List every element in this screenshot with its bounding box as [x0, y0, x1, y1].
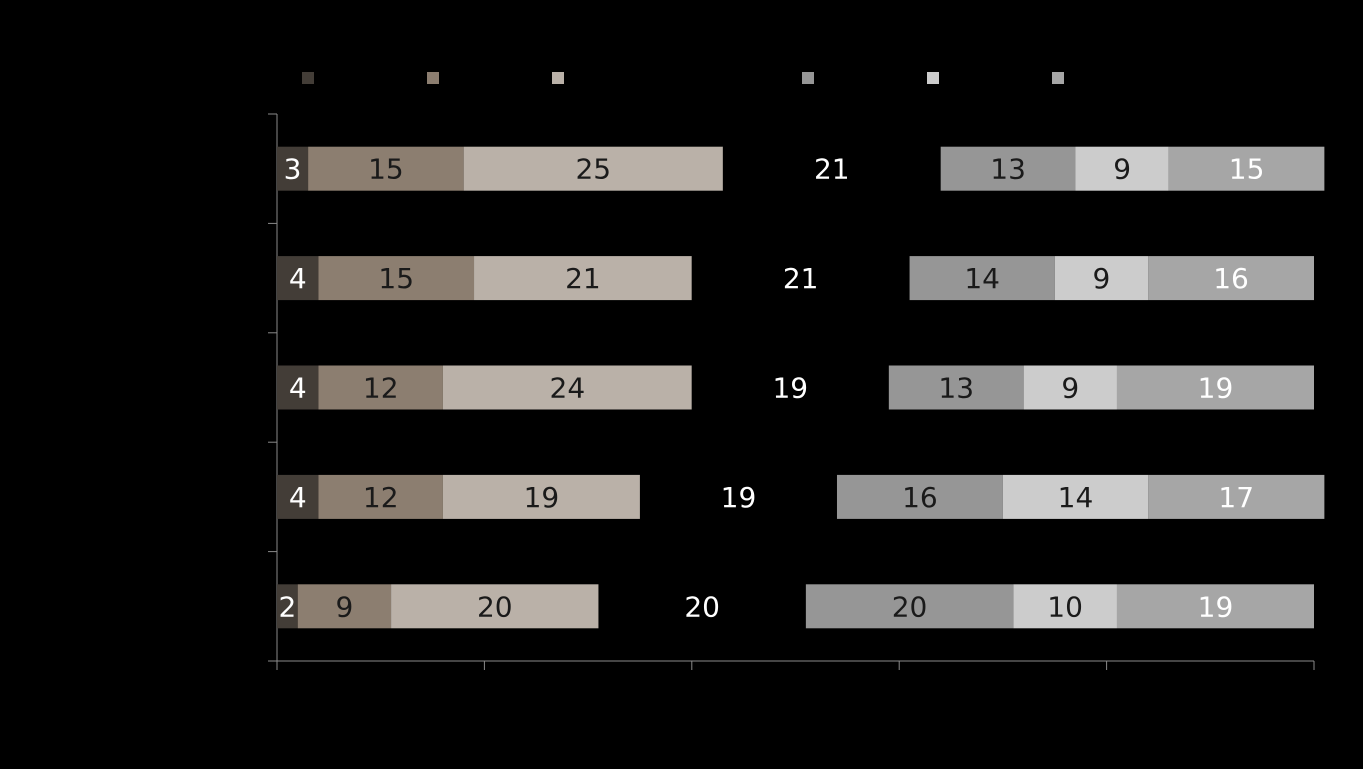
- bar-segment-row-4-series-7: [1148, 474, 1325, 519]
- data-label-row-4-series-2: 12: [363, 481, 399, 514]
- data-label-row-3-series-2: 12: [363, 372, 399, 405]
- data-label-row-3-series-4: 19: [772, 372, 808, 405]
- data-label-row-2-series-2: 15: [378, 262, 414, 295]
- bar-segment-row-3-series-4: [691, 365, 889, 410]
- data-label-row-5-series-5: 20: [892, 590, 928, 623]
- legend-marker-series-1: [302, 72, 314, 84]
- legend-marker-series-5: [802, 72, 814, 84]
- data-label-row-1-series-7: 15: [1229, 153, 1265, 186]
- data-label-row-4-series-6: 14: [1058, 481, 1094, 514]
- bar-segment-row-4-series-1: [277, 474, 319, 519]
- bar-segment-row-5-series-6: [1013, 584, 1117, 629]
- data-label-row-2-series-4: 21: [783, 262, 819, 295]
- bar-segment-row-2-series-1: [277, 256, 319, 301]
- bar-segment-row-4-series-4: [639, 474, 837, 519]
- bar-segment-row-1-series-1: [277, 146, 309, 191]
- bar-segment-row-4-series-2: [318, 474, 443, 519]
- data-label-row-5-series-7: 19: [1198, 590, 1234, 623]
- data-label-row-4-series-7: 17: [1218, 481, 1254, 514]
- data-label-row-2-series-5: 14: [964, 262, 1000, 295]
- bar-segment-row-3-series-2: [318, 365, 443, 410]
- data-label-row-2-series-6: 9: [1093, 262, 1111, 295]
- bar-segment-row-1-series-7: [1168, 146, 1325, 191]
- bar-segment-row-2-series-2: [318, 256, 475, 301]
- bars: [277, 146, 1325, 629]
- bar-segment-row-5-series-7: [1116, 584, 1314, 629]
- data-label-row-2-series-7: 16: [1213, 262, 1249, 295]
- data-label-row-4-series-5: 16: [902, 481, 938, 514]
- data-label-row-1-series-3: 25: [575, 153, 611, 186]
- bar-segment-row-4-series-6: [1002, 474, 1149, 519]
- data-label-row-1-series-1: 3: [284, 153, 302, 186]
- data-label-row-5-series-4: 20: [684, 590, 720, 623]
- data-label-row-3-series-3: 24: [550, 372, 586, 405]
- data-labels: 3 15 25 21 13 9 15 4 15 21 21 14 9 16 4 12 24 19 13 9 19 4 12 1…: [278, 153, 1264, 624]
- bar-segment-row-1-series-3: [463, 146, 723, 191]
- bar-segment-row-3-series-7: [1116, 365, 1314, 410]
- bar-segment-row-3-series-1: [277, 365, 319, 410]
- data-label-row-3-series-7: 19: [1198, 372, 1234, 405]
- data-label-row-1-series-5: 13: [990, 153, 1026, 186]
- bar-segment-row-1-series-6: [1075, 146, 1169, 191]
- data-label-row-5-series-1: 2: [278, 590, 296, 623]
- legend-marker-series-7: [1052, 72, 1064, 84]
- bar-segment-row-5-series-3: [391, 584, 599, 629]
- data-label-row-2-series-1: 4: [289, 262, 307, 295]
- bar-segment-row-2-series-6: [1054, 256, 1149, 301]
- data-label-row-5-series-2: 9: [335, 590, 353, 623]
- data-label-row-3-series-5: 13: [938, 372, 974, 405]
- data-label-row-4-series-1: 4: [289, 481, 307, 514]
- data-label-row-4-series-3: 19: [524, 481, 560, 514]
- legend: [302, 72, 1064, 84]
- bar-segment-row-5-series-5: [805, 584, 1014, 629]
- data-label-row-2-series-3: 21: [565, 262, 601, 295]
- bar-segment-row-2-series-4: [691, 256, 910, 301]
- bar-segment-row-3-series-6: [1023, 365, 1117, 410]
- bar-segment-row-2-series-3: [474, 256, 692, 301]
- data-label-row-5-series-6: 10: [1047, 590, 1083, 623]
- bar-segment-row-1-series-4: [722, 146, 941, 191]
- bar-segment-row-4-series-5: [836, 474, 1003, 519]
- data-label-row-1-series-2: 15: [368, 153, 404, 186]
- data-label-row-5-series-3: 20: [477, 590, 513, 623]
- bar-segment-row-5-series-1: [277, 584, 298, 629]
- bar-segment-row-2-series-5: [909, 256, 1055, 301]
- legend-marker-series-2: [427, 72, 439, 84]
- legend-marker-series-3: [552, 72, 564, 84]
- bar-segment-row-1-series-2: [308, 146, 464, 191]
- data-label-row-1-series-4: 21: [814, 153, 850, 186]
- legend-marker-series-6: [927, 72, 939, 84]
- bar-segment-row-3-series-5: [888, 365, 1024, 410]
- bar-segment-row-3-series-3: [442, 365, 692, 410]
- data-label-row-1-series-6: 9: [1113, 153, 1131, 186]
- bar-segment-row-4-series-3: [442, 474, 640, 519]
- legend-marker-series-4: [677, 72, 689, 84]
- bar-segment-row-5-series-2: [297, 584, 392, 629]
- data-label-row-3-series-1: 4: [289, 372, 307, 405]
- bar-segment-row-2-series-7: [1148, 256, 1314, 301]
- data-label-row-4-series-4: 19: [721, 481, 757, 514]
- bar-segment-row-5-series-4: [598, 584, 806, 629]
- data-label-row-3-series-6: 9: [1061, 372, 1079, 405]
- bar-segment-row-1-series-5: [940, 146, 1076, 191]
